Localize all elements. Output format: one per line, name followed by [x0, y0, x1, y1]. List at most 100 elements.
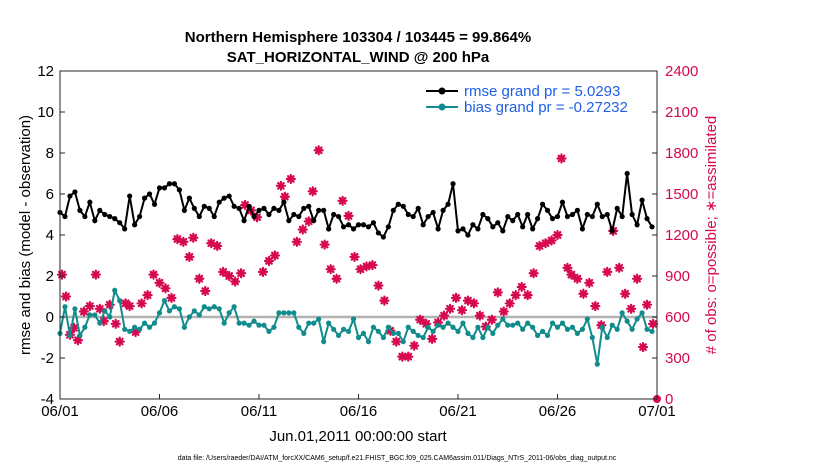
rmse-point: [117, 220, 123, 226]
y-left-tick-label: 12: [37, 63, 54, 80]
bias-point: [340, 326, 347, 332]
rmse-point: [530, 226, 536, 232]
rmse-point: [340, 224, 347, 230]
bias-point: [445, 320, 451, 326]
rmse-point: [365, 224, 372, 230]
rmse-point: [72, 189, 78, 195]
rmse-point: [276, 207, 282, 213]
bias-point: [420, 334, 426, 341]
legend-bias-marker: [438, 103, 446, 111]
bias-point: [107, 314, 113, 320]
bias-point: [525, 320, 531, 326]
obs-assimilated-marker: [72, 335, 84, 346]
obs-assimilated-marker: [552, 229, 563, 241]
bias-point: [385, 324, 391, 330]
obs-assimilated-marker: [212, 240, 223, 252]
obs-assimilated-marker: [456, 305, 468, 316]
rmse-point: [87, 199, 93, 205]
bias-point: [226, 310, 232, 316]
obs-assimilated-marker: [230, 276, 241, 287]
obs-assimilated-marker: [343, 210, 354, 221]
bias-point: [520, 326, 526, 332]
bias-point: [191, 308, 197, 314]
y-left-tick-label: 2: [46, 268, 54, 285]
obs-assimilated-marker: [528, 268, 539, 279]
obs-assimilated-marker: [148, 269, 159, 280]
obs-assimilated-marker: [235, 268, 247, 279]
rmse-point: [241, 218, 247, 224]
bias-point: [425, 324, 431, 330]
rmse-point: [122, 226, 128, 232]
obs-assimilated-marker: [279, 191, 290, 202]
y-left-tick-label: 4: [46, 227, 54, 244]
rmse-point: [291, 211, 297, 218]
x-tick-label: 06/26: [539, 403, 577, 420]
rmse-point: [137, 213, 143, 220]
y-axis-left-label: rmse and bias (model - observation): [17, 115, 34, 355]
obs-assimilated-marker: [200, 285, 211, 297]
obs-assimilated-marker: [486, 314, 497, 325]
legend: rmse grand pr = 5.0293 bias grand pr = -…: [420, 79, 648, 119]
obs-assimilated-marker: [403, 351, 414, 362]
rmse-point: [321, 207, 327, 213]
rmse-point: [589, 213, 595, 220]
obs-assimilated-marker: [291, 236, 302, 247]
bias-point: [77, 332, 83, 339]
obs-assimilated-marker: [373, 280, 384, 291]
y-left-tick-label: 0: [46, 309, 54, 326]
bias-point: [355, 334, 362, 341]
rmse-point: [455, 228, 461, 234]
rmse-point: [405, 211, 411, 218]
legend-bias-label: bias grand pr = -0.27232: [464, 99, 628, 116]
rmse-point: [251, 213, 257, 220]
rmse-point: [350, 226, 357, 232]
obs-assimilated-marker: [136, 298, 147, 309]
chart-title-line2: SAT_HORIZONTAL_WIND @ 200 hPa: [227, 49, 490, 66]
bias-point: [490, 330, 496, 336]
rmse-point: [326, 226, 332, 232]
rmse-point: [420, 222, 426, 228]
rmse-point: [306, 203, 312, 209]
obs-assimilated-marker: [546, 235, 557, 246]
bias-point: [455, 328, 461, 334]
bias-point: [291, 310, 297, 316]
rmse-point: [460, 226, 466, 232]
rmse-point: [196, 213, 202, 220]
bias-point: [380, 334, 386, 341]
obs-assimilated-marker: [194, 273, 205, 284]
obs-assimilated-marker: [110, 318, 121, 329]
rmse-point: [331, 211, 337, 218]
rmse-point: [539, 201, 546, 207]
bias-point: [231, 304, 237, 310]
obs-assimilated-marker: [516, 281, 527, 293]
rmse-point: [520, 224, 526, 230]
rmse-point: [271, 205, 277, 211]
bias-point: [400, 339, 406, 345]
rmse-point: [400, 203, 406, 209]
rmse-point: [505, 213, 511, 220]
bias-point: [579, 326, 585, 332]
bias-point: [186, 314, 192, 320]
rmse-point: [355, 222, 362, 228]
rmse-point: [201, 203, 207, 209]
obs-assimilated-marker: [319, 239, 330, 250]
rmse-point: [614, 205, 620, 211]
obs-assimilated-marker: [474, 310, 485, 321]
rmse-point: [445, 201, 451, 207]
bias-point: [196, 312, 202, 318]
rmse-point: [236, 205, 242, 211]
y-right-tick-label: 600: [665, 309, 690, 326]
obs-assimilated-marker: [331, 273, 342, 284]
bias-point: [475, 324, 481, 330]
rmse-point: [480, 211, 486, 218]
bias-point: [559, 320, 566, 326]
bias-point: [171, 304, 178, 310]
obs-assimilated-marker: [438, 310, 450, 321]
rmse-point: [67, 193, 73, 199]
rmse-point: [554, 213, 561, 220]
bias-point: [276, 310, 282, 316]
bias-point: [649, 328, 655, 334]
rmse-point: [390, 207, 396, 213]
obs-assimilated-marker: [349, 251, 360, 262]
x-axis-label: Jun.01,2011 00:00:00 start: [269, 428, 447, 445]
